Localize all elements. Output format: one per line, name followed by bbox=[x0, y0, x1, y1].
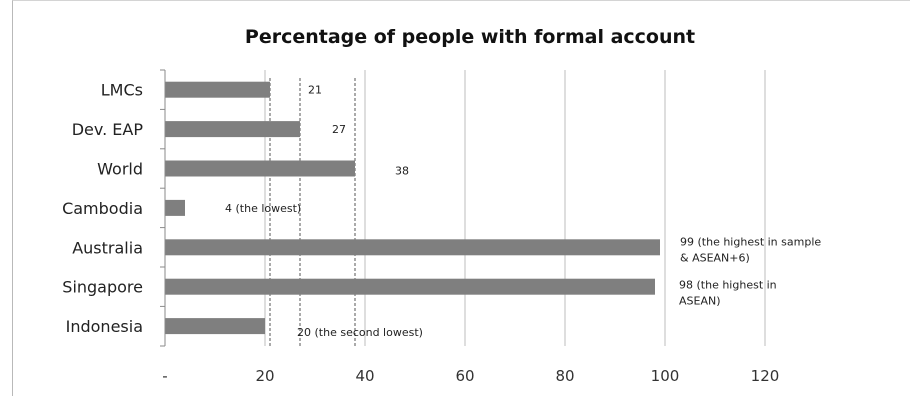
data-label: 98 (the highest in bbox=[679, 279, 777, 292]
category-label: LMCs bbox=[101, 81, 143, 100]
bar-lmcs bbox=[165, 81, 270, 98]
data-label: 99 (the highest in sample bbox=[680, 235, 821, 248]
data-label: 21 bbox=[308, 84, 322, 97]
bar-singapore bbox=[165, 278, 655, 295]
bars bbox=[165, 81, 660, 335]
bar-cambodia bbox=[165, 199, 185, 216]
bar-world bbox=[165, 160, 355, 177]
bar-australia bbox=[165, 239, 660, 256]
data-label: 20 (the second lowest) bbox=[297, 326, 423, 339]
grid-lines bbox=[264, 70, 766, 346]
x-tick-label: 120 bbox=[751, 367, 780, 385]
data-label: 4 (the lowest) bbox=[225, 202, 301, 215]
chart-frame bbox=[12, 0, 910, 396]
data-label: ASEAN) bbox=[679, 295, 721, 308]
bar-indonesia bbox=[165, 318, 265, 335]
category-label: Indonesia bbox=[66, 317, 143, 336]
category-label: World bbox=[97, 160, 143, 179]
category-label: Australia bbox=[72, 238, 143, 257]
bar-dev-eap bbox=[165, 121, 300, 138]
x-tick-label: 100 bbox=[651, 367, 680, 385]
labels: LMCs Dev. EAP World Cambodia Australia Singap… bbox=[62, 81, 821, 385]
category-label: Singapore bbox=[62, 278, 143, 297]
data-label: 38 bbox=[395, 165, 409, 178]
data-label: 27 bbox=[332, 123, 346, 136]
chart-title: Percentage of people with formal account bbox=[245, 26, 695, 48]
data-label: & ASEAN+6) bbox=[680, 251, 750, 264]
x-tick-label: 40 bbox=[355, 367, 374, 385]
category-label: Dev. EAP bbox=[72, 120, 144, 139]
x-tick-label: 60 bbox=[455, 367, 474, 385]
x-tick-label: 80 bbox=[555, 367, 574, 385]
axes bbox=[160, 69, 166, 347]
x-tick-label: 20 bbox=[255, 367, 274, 385]
x-tick-label: - bbox=[162, 367, 167, 385]
category-label: Cambodia bbox=[62, 199, 143, 218]
